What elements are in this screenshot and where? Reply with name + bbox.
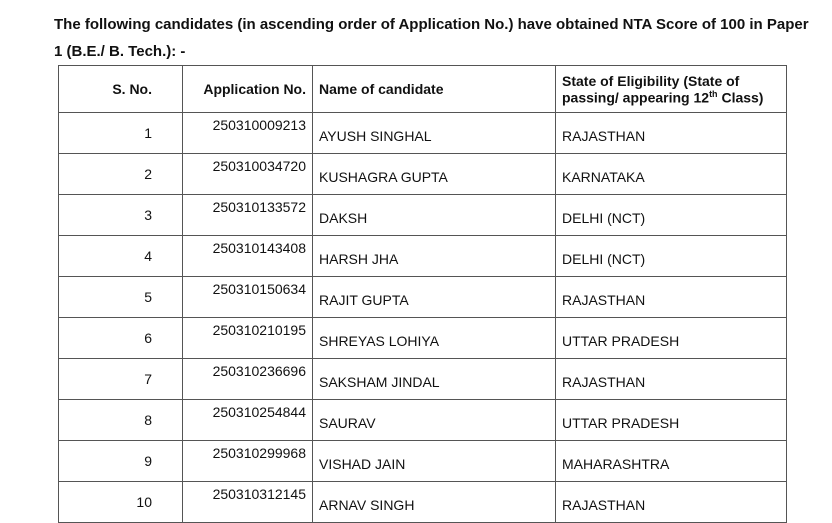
cell-sno: 3 bbox=[58, 194, 183, 236]
table-header-row: S. No. Application No. Name of candidate… bbox=[58, 65, 787, 113]
cell-sno: 5 bbox=[58, 276, 183, 318]
candidates-table: S. No. Application No. Name of candidate… bbox=[58, 65, 787, 523]
cell-sno: 2 bbox=[58, 153, 183, 195]
table-row: 8 250310254844 SAURAV UTTAR PRADESH bbox=[58, 399, 787, 441]
cell-application-no: 250310254844 bbox=[182, 399, 313, 441]
header-application-no: Application No. bbox=[182, 65, 313, 113]
cell-name: KUSHAGRA GUPTA bbox=[312, 153, 556, 195]
cell-state: RAJASTHAN bbox=[555, 276, 787, 318]
cell-application-no: 250310210195 bbox=[182, 317, 313, 359]
cell-sno: 10 bbox=[58, 481, 183, 523]
cell-name: HARSH JHA bbox=[312, 235, 556, 277]
cell-state: DELHI (NCT) bbox=[555, 194, 787, 236]
header-name: Name of candidate bbox=[312, 65, 556, 113]
cell-sno: 9 bbox=[58, 440, 183, 482]
cell-sno: 7 bbox=[58, 358, 183, 400]
intro-text: The following candidates (in ascending o… bbox=[54, 16, 809, 60]
cell-state: UTTAR PRADESH bbox=[555, 399, 787, 441]
table-row: 7 250310236696 SAKSHAM JINDAL RAJASTHAN bbox=[58, 358, 787, 400]
cell-sno: 1 bbox=[58, 112, 183, 154]
cell-name: ARNAV SINGH bbox=[312, 481, 556, 523]
cell-application-no: 250310133572 bbox=[182, 194, 313, 236]
cell-application-no: 250310299968 bbox=[182, 440, 313, 482]
cell-name: DAKSH bbox=[312, 194, 556, 236]
cell-name: AYUSH SINGHAL bbox=[312, 112, 556, 154]
cell-name: SAKSHAM JINDAL bbox=[312, 358, 556, 400]
table-row: 4 250310143408 HARSH JHA DELHI (NCT) bbox=[58, 235, 787, 277]
cell-sno: 4 bbox=[58, 235, 183, 277]
cell-application-no: 250310150634 bbox=[182, 276, 313, 318]
cell-state: DELHI (NCT) bbox=[555, 235, 787, 277]
cell-name: SAURAV bbox=[312, 399, 556, 441]
cell-name: RAJIT GUPTA bbox=[312, 276, 556, 318]
cell-state: RAJASTHAN bbox=[555, 358, 787, 400]
cell-name: SHREYAS LOHIYA bbox=[312, 317, 556, 359]
table-row: 10 250310312145 ARNAV SINGH RAJASTHAN bbox=[58, 481, 787, 523]
table-row: 6 250310210195 SHREYAS LOHIYA UTTAR PRADESH bbox=[58, 317, 787, 359]
cell-state: MAHARASHTRA bbox=[555, 440, 787, 482]
header-sno: S. No. bbox=[58, 65, 183, 113]
cell-sno: 6 bbox=[58, 317, 183, 359]
table-row: 9 250310299968 VISHAD JAIN MAHARASHTRA bbox=[58, 440, 787, 482]
table-row: 3 250310133572 DAKSH DELHI (NCT) bbox=[58, 194, 787, 236]
cell-application-no: 250310143408 bbox=[182, 235, 313, 277]
table-row: 5 250310150634 RAJIT GUPTA RAJASTHAN bbox=[58, 276, 787, 318]
cell-state: RAJASTHAN bbox=[555, 481, 787, 523]
cell-application-no: 250310312145 bbox=[182, 481, 313, 523]
header-state: State of Eligibility (State of passing/ … bbox=[555, 65, 787, 113]
cell-application-no: 250310034720 bbox=[182, 153, 313, 195]
cell-state: KARNATAKA bbox=[555, 153, 787, 195]
cell-state: RAJASTHAN bbox=[555, 112, 787, 154]
cell-application-no: 250310009213 bbox=[182, 112, 313, 154]
cell-state: UTTAR PRADESH bbox=[555, 317, 787, 359]
cell-sno: 8 bbox=[58, 399, 183, 441]
table-row: 2 250310034720 KUSHAGRA GUPTA KARNATAKA bbox=[58, 153, 787, 195]
table-row: 1 250310009213 AYUSH SINGHAL RAJASTHAN bbox=[58, 112, 787, 154]
cell-application-no: 250310236696 bbox=[182, 358, 313, 400]
cell-name: VISHAD JAIN bbox=[312, 440, 556, 482]
